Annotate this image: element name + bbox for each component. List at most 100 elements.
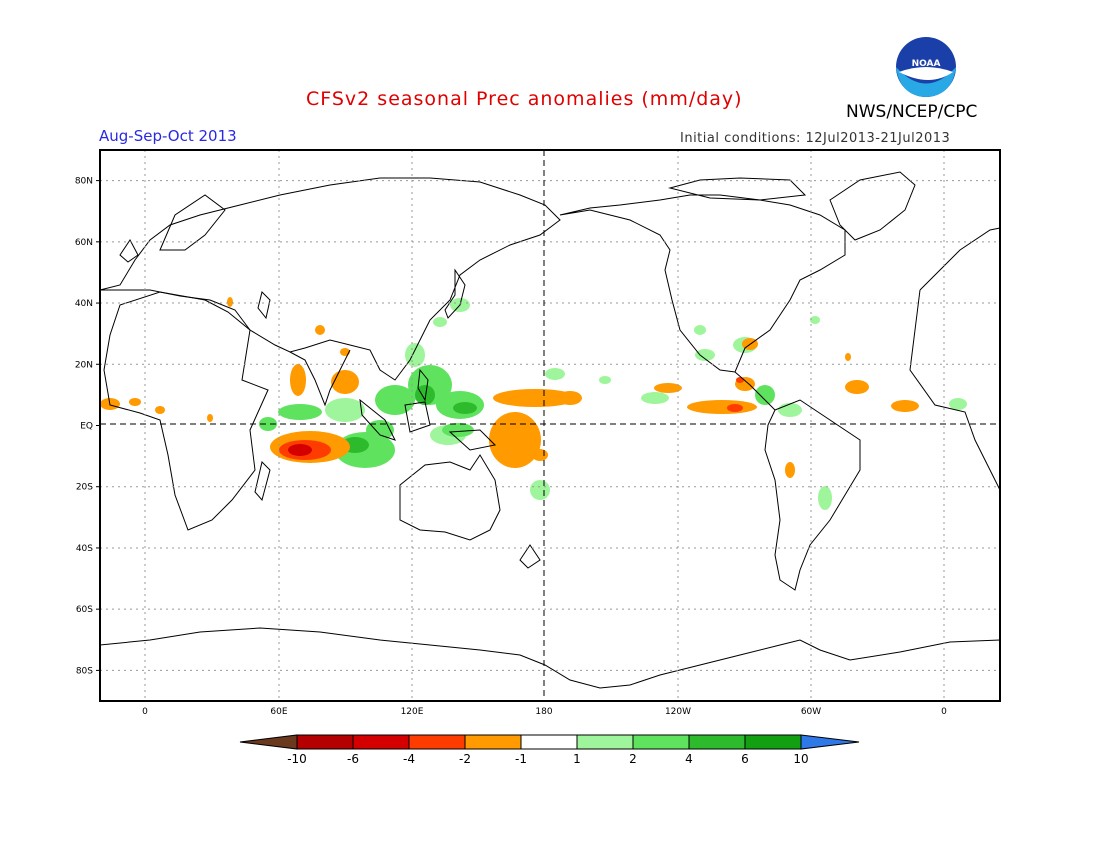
colorbar-swatch xyxy=(296,734,354,750)
anomaly-dry xyxy=(129,398,141,406)
coastline-eurasia xyxy=(99,177,561,381)
longitude-tick-label: 60E xyxy=(270,707,287,717)
anomaly-dry xyxy=(532,449,548,461)
latitude-tick-label: 80N xyxy=(75,177,93,187)
anomaly-wet xyxy=(325,398,365,422)
anomaly-wet xyxy=(545,368,565,380)
colorbar-arrow-left xyxy=(239,734,298,750)
colorbar-tick-label: -10 xyxy=(287,752,307,766)
anomaly-wet xyxy=(695,349,715,361)
latitude-tick-label: 40S xyxy=(76,544,93,554)
anomaly-wet xyxy=(415,385,435,405)
longitude-tick-label: 180 xyxy=(535,707,552,717)
anomaly-wet xyxy=(641,392,669,404)
coastline-newzealand xyxy=(519,544,541,569)
anomaly-wet xyxy=(949,398,967,410)
coastline-africa-right xyxy=(909,289,1001,491)
anomaly-wet xyxy=(433,317,447,327)
coastline-sumatra xyxy=(359,398,396,441)
anomaly-dry xyxy=(845,353,851,361)
coastline-africa xyxy=(103,291,269,531)
colorbar-tick-label: 4 xyxy=(685,752,693,766)
anomaly-dry xyxy=(155,406,165,414)
anomaly-dry xyxy=(891,400,919,412)
anomaly-dry xyxy=(845,380,869,394)
anomaly-dry xyxy=(558,391,582,405)
anomaly-dry xyxy=(736,377,744,383)
colorbar-swatch xyxy=(352,734,410,750)
colorbar-tick-label: -2 xyxy=(459,752,471,766)
anomaly-dry xyxy=(207,414,213,422)
anomaly-wet xyxy=(755,385,775,405)
colorbar-tick-label: 1 xyxy=(573,752,581,766)
anomaly-dry xyxy=(687,400,757,414)
colorbar: -10 -6 -4 -2 -1 1 2 4 6 10 xyxy=(239,734,860,766)
colorbar-swatch xyxy=(576,734,634,750)
coastline-south-america xyxy=(764,399,861,591)
chart-title: CFSv2 seasonal Prec anomalies (mm/day) xyxy=(306,88,743,110)
latitude-tick-label: 80S xyxy=(76,666,93,676)
coastline-philippines xyxy=(417,368,429,402)
coastline-borneo xyxy=(404,401,431,433)
period-label: Aug-Sep-Oct 2013 xyxy=(99,127,237,145)
longitude-tick-label: 0 xyxy=(142,707,148,717)
anomaly-dry xyxy=(315,325,325,335)
anomaly-wet xyxy=(810,316,820,324)
coastline-japan xyxy=(444,268,466,319)
coastline-india xyxy=(289,349,351,407)
anomaly-wet xyxy=(259,417,277,431)
colorbar-arrow-right xyxy=(800,734,860,750)
anomaly-shading xyxy=(100,297,967,510)
longitude-tick-label: 60W xyxy=(801,707,821,717)
coastlines xyxy=(99,171,1001,689)
latitude-tick-label: 60S xyxy=(76,605,93,615)
latitude-labels: 80N 60N 40N 20N EQ 20S 40S 60S 80S xyxy=(75,177,100,676)
anomaly-wet xyxy=(694,325,706,335)
agency-label: NWS/NCEP/CPC xyxy=(846,102,978,122)
longitude-tick-label: 0 xyxy=(941,707,947,717)
colorbar-swatch xyxy=(408,734,466,750)
coastline-madagascar xyxy=(254,461,271,502)
coastline-greenland xyxy=(829,171,916,241)
longitude-tick-label: 120W xyxy=(665,707,691,717)
coastline-central-america xyxy=(734,371,776,411)
colorbar-tick-label: 10 xyxy=(793,752,808,766)
colorbar-tick-label: -4 xyxy=(403,752,415,766)
anomaly-wet xyxy=(530,480,550,500)
latitude-tick-label: 60N xyxy=(75,238,93,248)
longitude-tick-label: 120E xyxy=(401,707,424,717)
anomaly-wet xyxy=(405,343,425,367)
noaa-logo: NOAA xyxy=(896,37,956,97)
coastline-caspian xyxy=(257,291,271,320)
anomaly-wet xyxy=(599,376,611,384)
colorbar-swatch xyxy=(744,734,802,750)
coastline-europe-right xyxy=(919,227,1001,291)
latitude-tick-label: EQ xyxy=(80,422,93,432)
coastline-australia xyxy=(399,454,501,541)
anomaly-dry xyxy=(493,389,577,407)
anomaly-dry xyxy=(227,297,233,307)
coastline-newguinea xyxy=(448,429,497,451)
anomaly-dry xyxy=(785,462,795,478)
noaa-logo-text: NOAA xyxy=(912,59,941,69)
coastline-uk xyxy=(119,239,139,263)
anomaly-dry xyxy=(489,412,541,468)
anomaly-dry xyxy=(654,383,682,393)
latitude-tick-label: 20S xyxy=(76,483,93,493)
colorbar-tick-label: 6 xyxy=(741,752,749,766)
colorbar-tick-label: 2 xyxy=(629,752,637,766)
colorbar-swatch xyxy=(688,734,746,750)
coastline-arctic-islands xyxy=(668,177,807,201)
map-grid xyxy=(100,150,1000,701)
colorbar-swatch xyxy=(464,734,522,750)
anomaly-dry xyxy=(331,370,359,394)
coastline-antarctica xyxy=(99,627,1001,689)
coastline-north-america xyxy=(559,194,846,373)
anomaly-wet xyxy=(778,403,802,417)
latitude-tick-label: 20N xyxy=(75,360,93,370)
colorbar-swatch xyxy=(632,734,690,750)
map-background xyxy=(100,150,1000,701)
anomaly-wet xyxy=(453,402,477,414)
anomaly-wet xyxy=(442,423,474,437)
